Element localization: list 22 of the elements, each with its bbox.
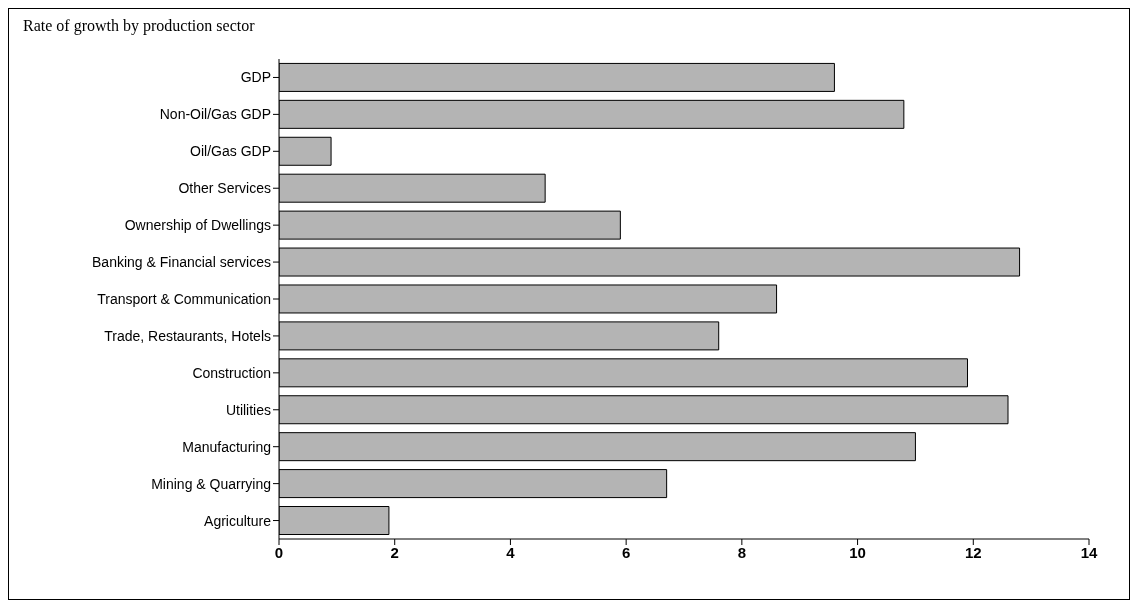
y-tick-label: Trade, Restaurants, Hotels [104,327,271,344]
x-tick-label: 6 [621,543,631,561]
x-tick-label: 10 [849,543,866,561]
x-tick-label: 8 [737,543,747,561]
y-tick-label: Manufacturing [182,438,271,455]
y-tick-label: Ownership of Dwellings [124,217,271,234]
y-tick-label: Utilities [225,401,271,418]
y-tick-label: Other Services [178,180,271,197]
x-tick-label: 14 [1080,543,1098,561]
x-tick-label: 0 [274,543,284,561]
y-tick-label: Agriculture [204,512,272,529]
x-tick-label: 4 [506,543,516,561]
y-tick-label: Mining & Quarrying [151,475,271,492]
y-tick-label: GDP [240,69,271,86]
x-tick-label: 2 [390,543,399,561]
x-tick-label: 12 [964,543,982,561]
text: Rate of growth by production sector [23,17,255,35]
y-tick-label: Banking & Financial services [92,254,271,271]
y-tick-label: Oil/Gas GDP [190,143,271,160]
y-tick-label: Construction [192,364,271,381]
y-tick-label: Transport & Communication [97,290,271,307]
y-tick-label: Non-Oil/Gas GDP [159,106,271,123]
